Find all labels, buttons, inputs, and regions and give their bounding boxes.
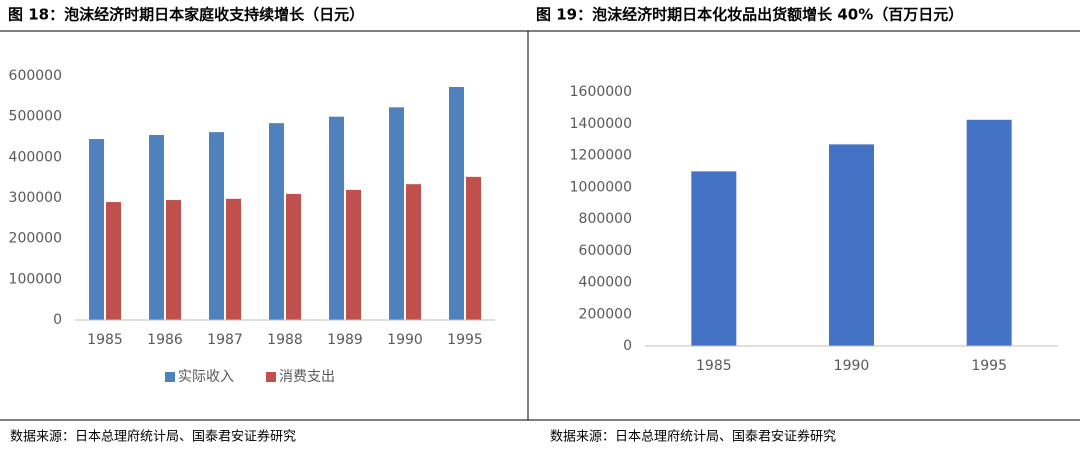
legend-label: 消费支出 [279, 369, 335, 385]
y-tick-label: 500000 [9, 109, 62, 125]
y-tick-label: 800000 [579, 211, 632, 227]
chart-title: 图 18：泡沫经济时期日本家庭收支持续增长（日元） [8, 6, 364, 24]
y-tick-label: 0 [623, 338, 632, 354]
bar [209, 132, 224, 320]
bar [89, 139, 104, 320]
x-tick-label: 1990 [387, 332, 423, 348]
bar [166, 200, 181, 320]
y-tick-label: 100000 [9, 271, 62, 287]
bar [406, 184, 421, 320]
y-tick-label: 1200000 [570, 148, 632, 164]
y-tick-label: 300000 [9, 190, 62, 206]
bar [829, 144, 874, 346]
bar [106, 202, 121, 320]
y-tick-label: 1000000 [570, 179, 632, 195]
y-tick-label: 0 [53, 312, 62, 328]
y-tick-label: 1600000 [570, 84, 632, 100]
bar [691, 171, 737, 346]
y-tick-label: 1400000 [570, 116, 632, 132]
bar [389, 107, 404, 321]
bar [346, 189, 361, 320]
source: 数据来源：日本总理府统计局、国泰君安证券研究 [10, 429, 296, 445]
legend-swatch [165, 372, 175, 382]
bar [286, 193, 301, 320]
y-tick-label: 600000 [579, 243, 632, 259]
x-tick-label: 1988 [267, 332, 303, 348]
x-tick-label: 1995 [971, 358, 1007, 374]
bar [966, 119, 1012, 346]
y-tick-label: 600000 [9, 68, 62, 84]
legend-swatch [266, 372, 276, 382]
bar [449, 86, 464, 320]
source: 数据来源：日本总理府统计局、国泰君安证券研究 [550, 429, 836, 445]
bar [226, 198, 241, 320]
x-tick-label: 1985 [696, 358, 732, 374]
bar [269, 123, 284, 320]
x-tick-label: 1995 [447, 332, 483, 348]
x-tick-label: 1989 [327, 332, 363, 348]
y-tick-label: 200000 [9, 231, 62, 247]
chart-title: 图 19：泡沫经济时期日本化妆品出货额增长 40%（百万日元） [536, 6, 963, 24]
x-tick-label: 1985 [87, 332, 123, 348]
bar [466, 176, 481, 320]
x-tick-label: 1986 [147, 332, 183, 348]
bar [149, 134, 164, 320]
bar [329, 116, 344, 321]
x-tick-label: 1990 [834, 358, 870, 374]
y-tick-label: 400000 [579, 275, 632, 291]
legend-label: 实际收入 [178, 369, 234, 385]
x-tick-label: 1987 [207, 332, 243, 348]
y-tick-label: 400000 [9, 149, 62, 165]
y-tick-label: 200000 [579, 306, 632, 322]
